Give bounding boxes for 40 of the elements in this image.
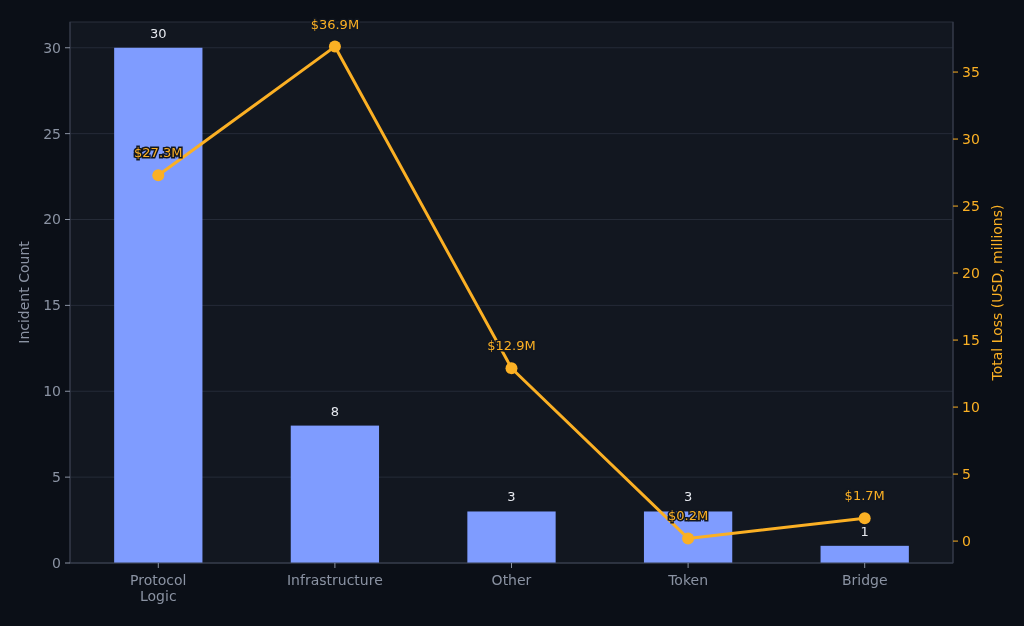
point xyxy=(152,169,165,182)
data-label: 8 xyxy=(330,403,340,419)
x-tick-label: Token xyxy=(667,572,709,588)
x-tick-label: Bridge xyxy=(841,572,888,588)
y2-tick-label: 35 xyxy=(962,63,980,80)
point xyxy=(858,512,871,525)
x-tick-label: Other xyxy=(491,572,532,588)
data-label: 1 xyxy=(860,523,869,539)
data-label: $27.3M xyxy=(134,145,183,161)
bar xyxy=(820,545,909,563)
data-label: 3 xyxy=(683,489,693,505)
y2-axis-title: Total Loss (USD, millions) xyxy=(989,204,1005,382)
y2-tick-label: 5 xyxy=(962,465,971,482)
y-tick-label: 0 xyxy=(52,554,61,571)
bar xyxy=(467,511,556,563)
bar xyxy=(290,425,380,563)
y2-tick-label: 30 xyxy=(962,130,980,147)
data-label: $36.9M xyxy=(310,16,360,32)
x-tick-label: Infrastructure xyxy=(286,572,383,588)
y-tick-label: 20 xyxy=(43,211,61,228)
y-tick-label: 25 xyxy=(43,125,61,142)
point xyxy=(505,362,518,375)
y-tick-label: 5 xyxy=(52,469,61,486)
data-label: $1.7M xyxy=(844,488,885,504)
point xyxy=(328,40,341,53)
y2-tick-label: 15 xyxy=(962,331,980,348)
y-tick-label: 15 xyxy=(43,297,61,314)
y2-tick-label: 10 xyxy=(962,398,980,415)
x-tick-label: Protocol Logic xyxy=(130,572,187,604)
y-tick-label: 30 xyxy=(43,39,61,56)
y2-tick-label: 0 xyxy=(962,532,971,549)
point xyxy=(682,532,695,545)
y2-tick-label: 25 xyxy=(962,197,980,214)
data-label: 30 xyxy=(150,25,167,41)
y2-tick-label: 20 xyxy=(962,264,980,281)
data-label: $0.2M xyxy=(668,508,709,524)
y-axis-title: Incident Count xyxy=(16,240,32,344)
y-tick-label: 10 xyxy=(43,383,61,400)
bar xyxy=(114,47,203,563)
data-label: 3 xyxy=(507,489,516,505)
